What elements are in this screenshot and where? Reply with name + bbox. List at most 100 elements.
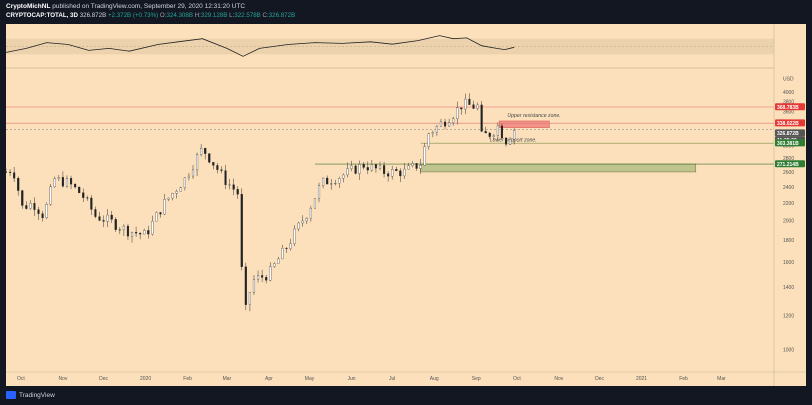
price-tag[interactable]: 326.872B [775,129,805,137]
candle [37,206,40,220]
candle-body [159,212,162,215]
candle [126,223,130,240]
candle-body [224,170,227,185]
candle-body [135,232,138,234]
candle [98,211,101,222]
candle-body [143,230,146,235]
candle [427,132,430,150]
candle [167,197,170,202]
candle-body [309,208,312,219]
candle-body [9,171,12,173]
candle-body [500,125,504,139]
candle-body [167,197,170,200]
author-name[interactable]: CryptoMichNL [6,3,51,10]
candle-body [456,107,459,119]
candle [500,123,504,139]
time-tick-label: 2020 [140,376,151,382]
candle-body [289,243,292,249]
candle-body [513,130,516,140]
price-tick-label: 3600 [783,109,794,115]
candle [387,171,390,182]
candle [399,168,402,183]
close-value: 326.872B [268,12,296,19]
candle-body [439,121,443,127]
candle-body [391,169,394,177]
candle [212,162,215,170]
candle-body [232,184,235,190]
candle [330,178,333,190]
candle-body [313,198,317,209]
candle-body [220,169,223,171]
candle-body [171,193,174,199]
price-tag-bg [775,129,805,137]
symbol-name[interactable]: CRYPTOCAP:TOTAL, 3D [6,12,78,19]
candle [423,143,426,166]
candle [411,161,414,168]
candle-body [110,214,113,220]
candle-body [395,169,398,171]
candle [256,270,260,283]
symbol-legend: CRYPTOCAP:TOTAL, 3D 326.872B +2.372B (+0… [6,12,295,19]
candle [439,118,443,127]
candle-body [496,125,499,136]
candle [383,161,386,178]
candle [281,244,284,260]
candle-body [86,197,89,199]
candle [301,215,304,227]
candle-body [208,153,211,163]
rsi-line [6,35,515,57]
candle [65,175,69,188]
candle [269,262,272,282]
candle [374,163,377,173]
candle [147,225,150,239]
support-zone[interactable] [420,163,697,173]
price-tag[interactable]: 303.381B [775,139,805,147]
price-tick-label: USD [783,76,794,82]
candle-body [411,163,414,166]
candle [6,168,8,173]
candle-body [338,178,341,184]
candle [395,166,398,172]
chart-area[interactable]: 75.0050.0025.00 Upper resistance zone. Lo… [6,24,806,390]
candle-body [346,168,349,176]
time-tick-label: Dec [99,376,108,382]
candle-body [61,177,64,187]
candle [513,128,516,145]
price-axis[interactable]: USD4000380036003400320030002800260024002… [773,24,806,390]
candle [468,93,471,105]
chart-svg[interactable]: 75.0050.0025.00 Upper resistance zone. Lo… [6,24,806,390]
candle-body [297,222,300,230]
candle-body [90,197,93,210]
candle [13,167,16,183]
price-tag[interactable]: 338.022B [775,119,805,127]
candle [94,206,97,219]
candle [265,274,268,284]
time-axis[interactable]: Oct Nov Dec 2020 Feb Mar Apr May Jun Jul Aug Sep Oct… [6,371,806,382]
candle [326,175,329,185]
candle [492,133,495,140]
candle-body [49,186,52,205]
candle [135,226,138,237]
candle-body [6,171,8,173]
candle-body [212,162,215,166]
close-key: C: [262,12,269,19]
candle [86,195,89,201]
price-tag[interactable]: 368.783B [775,103,805,111]
candle [476,102,479,111]
resistance-zone[interactable] [498,120,550,128]
candle-body [431,132,434,134]
time-tick-label: 2021 [636,376,647,382]
candle-body [41,213,44,219]
candle-body [33,203,36,210]
candle-body [65,178,69,187]
price-tick-label: 2200 [783,201,794,207]
time-tick-label: Feb [183,376,192,382]
candle-body [415,163,418,169]
candle-body [94,209,97,217]
candle-body [269,266,272,281]
price-tag[interactable]: 271.214B [775,160,805,168]
open-value: 324.308B [166,12,193,19]
candle-body [244,266,247,305]
price-tick-label: 1800 [783,238,794,244]
tradingview-logo[interactable]: TradingView [6,391,55,399]
